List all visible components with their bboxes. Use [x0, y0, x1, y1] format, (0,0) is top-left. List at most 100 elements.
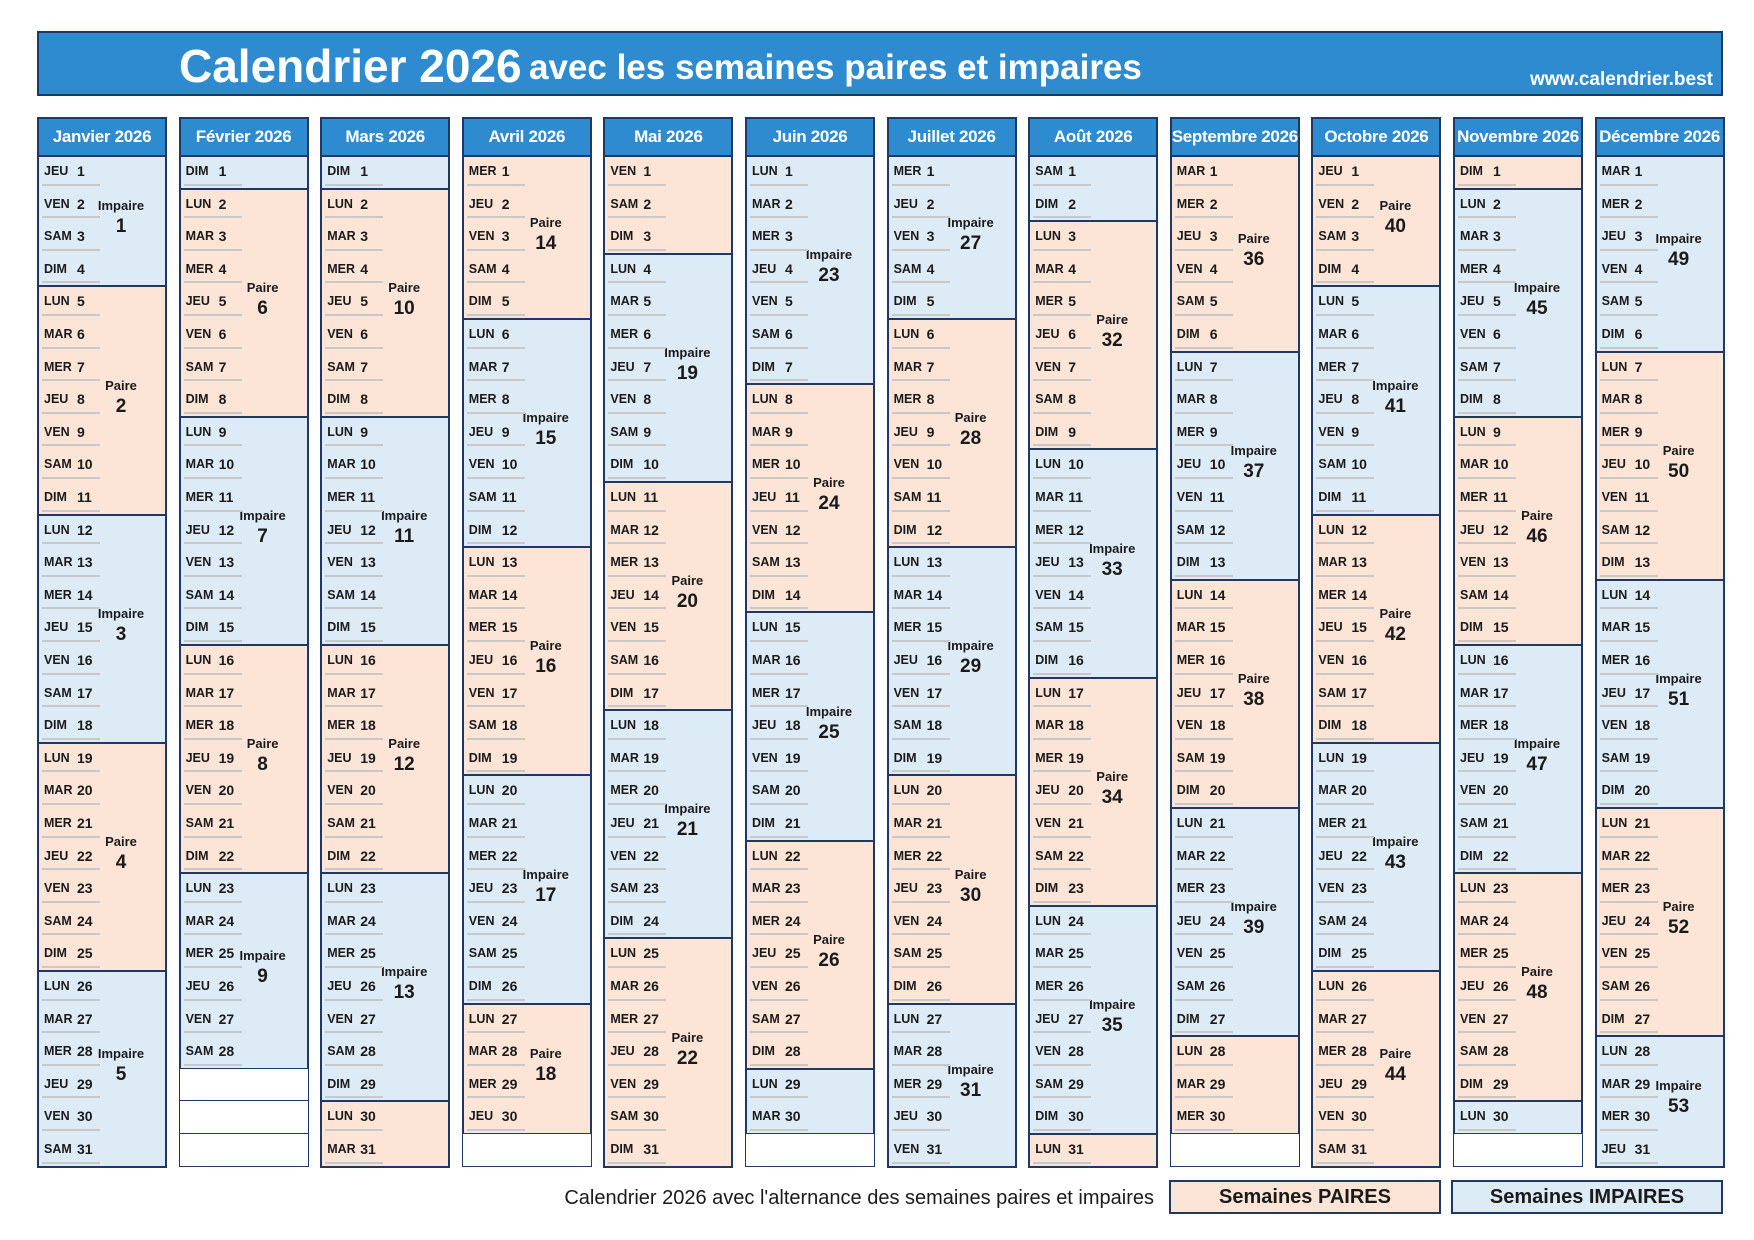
day-underline — [608, 835, 667, 838]
weekday: VEN — [1176, 490, 1203, 504]
day-number: 25 — [218, 945, 235, 962]
month-header: Octobre 2026 — [1311, 117, 1442, 157]
weekday: JEU — [44, 1076, 69, 1091]
weekday: DIM — [185, 848, 209, 863]
weekday: SAM — [327, 587, 355, 602]
day-underline — [42, 509, 100, 512]
week-block — [1594, 155, 1725, 353]
day-underline — [1316, 770, 1375, 773]
weekday: LUN — [1460, 653, 1486, 667]
day-number: 29 — [1068, 1075, 1084, 1092]
week-label: Paire — [1096, 312, 1129, 328]
weekday: DIM — [468, 979, 492, 993]
day-number: 11 — [643, 489, 659, 505]
day-number: 9 — [1209, 423, 1218, 440]
day-number: 5 — [1351, 293, 1360, 310]
day-number: 16 — [218, 652, 235, 668]
day-underline — [42, 411, 100, 414]
day-number: 25 — [926, 945, 943, 962]
day-number: 7 — [1068, 358, 1076, 375]
weekday: MER — [893, 620, 922, 635]
day-underline — [1174, 216, 1233, 219]
week-label: Impaire — [664, 801, 711, 817]
weekday: DIM — [610, 685, 634, 700]
weekday: MER — [44, 359, 72, 374]
weekday: MER — [44, 1044, 72, 1059]
weekday: SAM — [185, 587, 214, 602]
day-underline — [750, 607, 808, 610]
day-number: 10 — [1351, 456, 1367, 473]
day-number: 12 — [77, 521, 93, 538]
weekday: JEU — [893, 196, 918, 211]
day-underline — [1458, 411, 1516, 414]
weekday: MAR — [752, 424, 781, 439]
title-sub: avec les semaines paires et impaires — [529, 48, 1142, 87]
day-number: 10 — [1493, 456, 1509, 473]
weekday: MER — [1318, 587, 1347, 602]
week-label: Impaire — [1655, 670, 1702, 686]
day-number: 8 — [1209, 391, 1218, 408]
day-number: 3 — [218, 228, 227, 245]
day-number: 17 — [1634, 684, 1651, 701]
day-underline — [325, 705, 384, 708]
day-number: 10 — [77, 456, 93, 473]
day-underline — [1174, 1129, 1233, 1131]
day-underline — [1599, 803, 1658, 805]
weekday: VEN — [327, 555, 353, 570]
weekday: JEU — [1035, 555, 1060, 570]
weekday: DIM — [327, 164, 351, 178]
week-number: 36 — [1243, 248, 1265, 270]
day-number: 11 — [218, 489, 234, 505]
day-underline — [1033, 281, 1092, 284]
week-number: 43 — [1384, 851, 1406, 873]
day-number: 16 — [77, 652, 93, 668]
day-number: 3 — [1209, 228, 1218, 245]
weekday: VEN — [1460, 783, 1486, 798]
day-number: 13 — [501, 554, 518, 571]
day-underline — [42, 803, 100, 805]
weekday: JEU — [468, 424, 494, 439]
month-header: Mars 2026 — [320, 117, 451, 157]
weekday: MAR — [44, 327, 73, 341]
day-number: 5 — [926, 293, 935, 310]
day-underline — [1599, 933, 1658, 936]
day-number: 8 — [1634, 391, 1643, 408]
day-underline — [608, 933, 667, 936]
day-number: 29 — [1634, 1075, 1651, 1092]
weekday: VEN — [185, 555, 212, 570]
day-number: 19 — [926, 749, 943, 766]
weekday: DIM — [893, 750, 917, 765]
day-number: 22 — [501, 847, 518, 864]
day-underline — [1458, 216, 1516, 219]
day-number: 19 — [1209, 749, 1226, 766]
day-number: 28 — [1351, 1043, 1367, 1060]
day-underline — [1599, 998, 1658, 1001]
week-number: 10 — [393, 297, 415, 319]
day-number: 15 — [1209, 619, 1226, 636]
week-number: 6 — [257, 297, 268, 319]
weekday: DIM — [44, 718, 67, 733]
weekday: MAR — [468, 1044, 498, 1059]
weekday: DIM — [752, 816, 775, 830]
day-number: 26 — [1493, 978, 1509, 994]
weekday: SAM — [610, 653, 639, 667]
weekday: SAM — [44, 229, 72, 244]
weekday: MER — [468, 164, 497, 178]
day-underline — [466, 868, 525, 871]
weekday: VEN — [752, 979, 778, 993]
weekday: LUN — [752, 848, 778, 863]
weekday: SAM — [893, 946, 922, 961]
day-underline — [466, 314, 525, 316]
day-underline — [466, 705, 525, 708]
weekday: MER — [1176, 1109, 1205, 1124]
day-underline — [608, 900, 667, 903]
day-underline — [183, 966, 242, 968]
day-number: 7 — [1493, 358, 1501, 375]
day-underline — [891, 542, 950, 545]
weekday: JEU — [1601, 685, 1626, 700]
weekday: VEN — [1601, 261, 1628, 276]
month-header: Août 2026 — [1028, 117, 1159, 157]
day-underline — [1599, 1096, 1658, 1099]
day-number: 21 — [643, 815, 659, 831]
legend-item: Semaines IMPAIRES — [1451, 1180, 1723, 1214]
